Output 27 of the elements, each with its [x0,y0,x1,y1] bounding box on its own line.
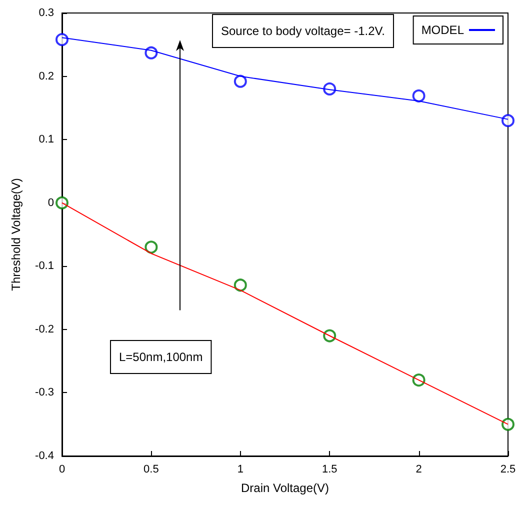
x-tick-label: 0 [58,464,66,476]
y-tick-label: 0 [48,196,54,209]
y-tick-label: 0.2 [38,70,54,82]
y-tick-label: -0.4 [35,450,54,462]
annotation: L=50nm,100nm [119,350,203,364]
point [56,33,68,46]
y-tick-label: -0.2 [35,323,54,336]
legend-label: MODEL [421,23,464,37]
y-tick-label: 0.1 [38,134,54,146]
y-axis-title: Threshold Voltage(V) [9,178,23,291]
point [412,89,426,102]
x-axis-title: Drain Voltage(V) [240,481,330,495]
y-tick-label: -0.1 [35,260,54,272]
point [502,418,514,431]
point [502,114,514,128]
x-tick-label: 1 [237,464,244,476]
y-tick-label: 0.3 [38,7,54,19]
x-tick-label: 2.5 [500,464,516,476]
point [144,240,158,254]
point [234,278,247,292]
point [234,74,247,88]
annotation: Source to body voltage= -1.2V. [221,24,386,38]
y-tick-label: -0.3 [35,386,54,399]
x-tick-label: 0.5 [144,464,159,476]
point [56,196,68,210]
x-tick-label: 2 [416,464,422,476]
x-tick-label: 1.5 [322,464,338,476]
